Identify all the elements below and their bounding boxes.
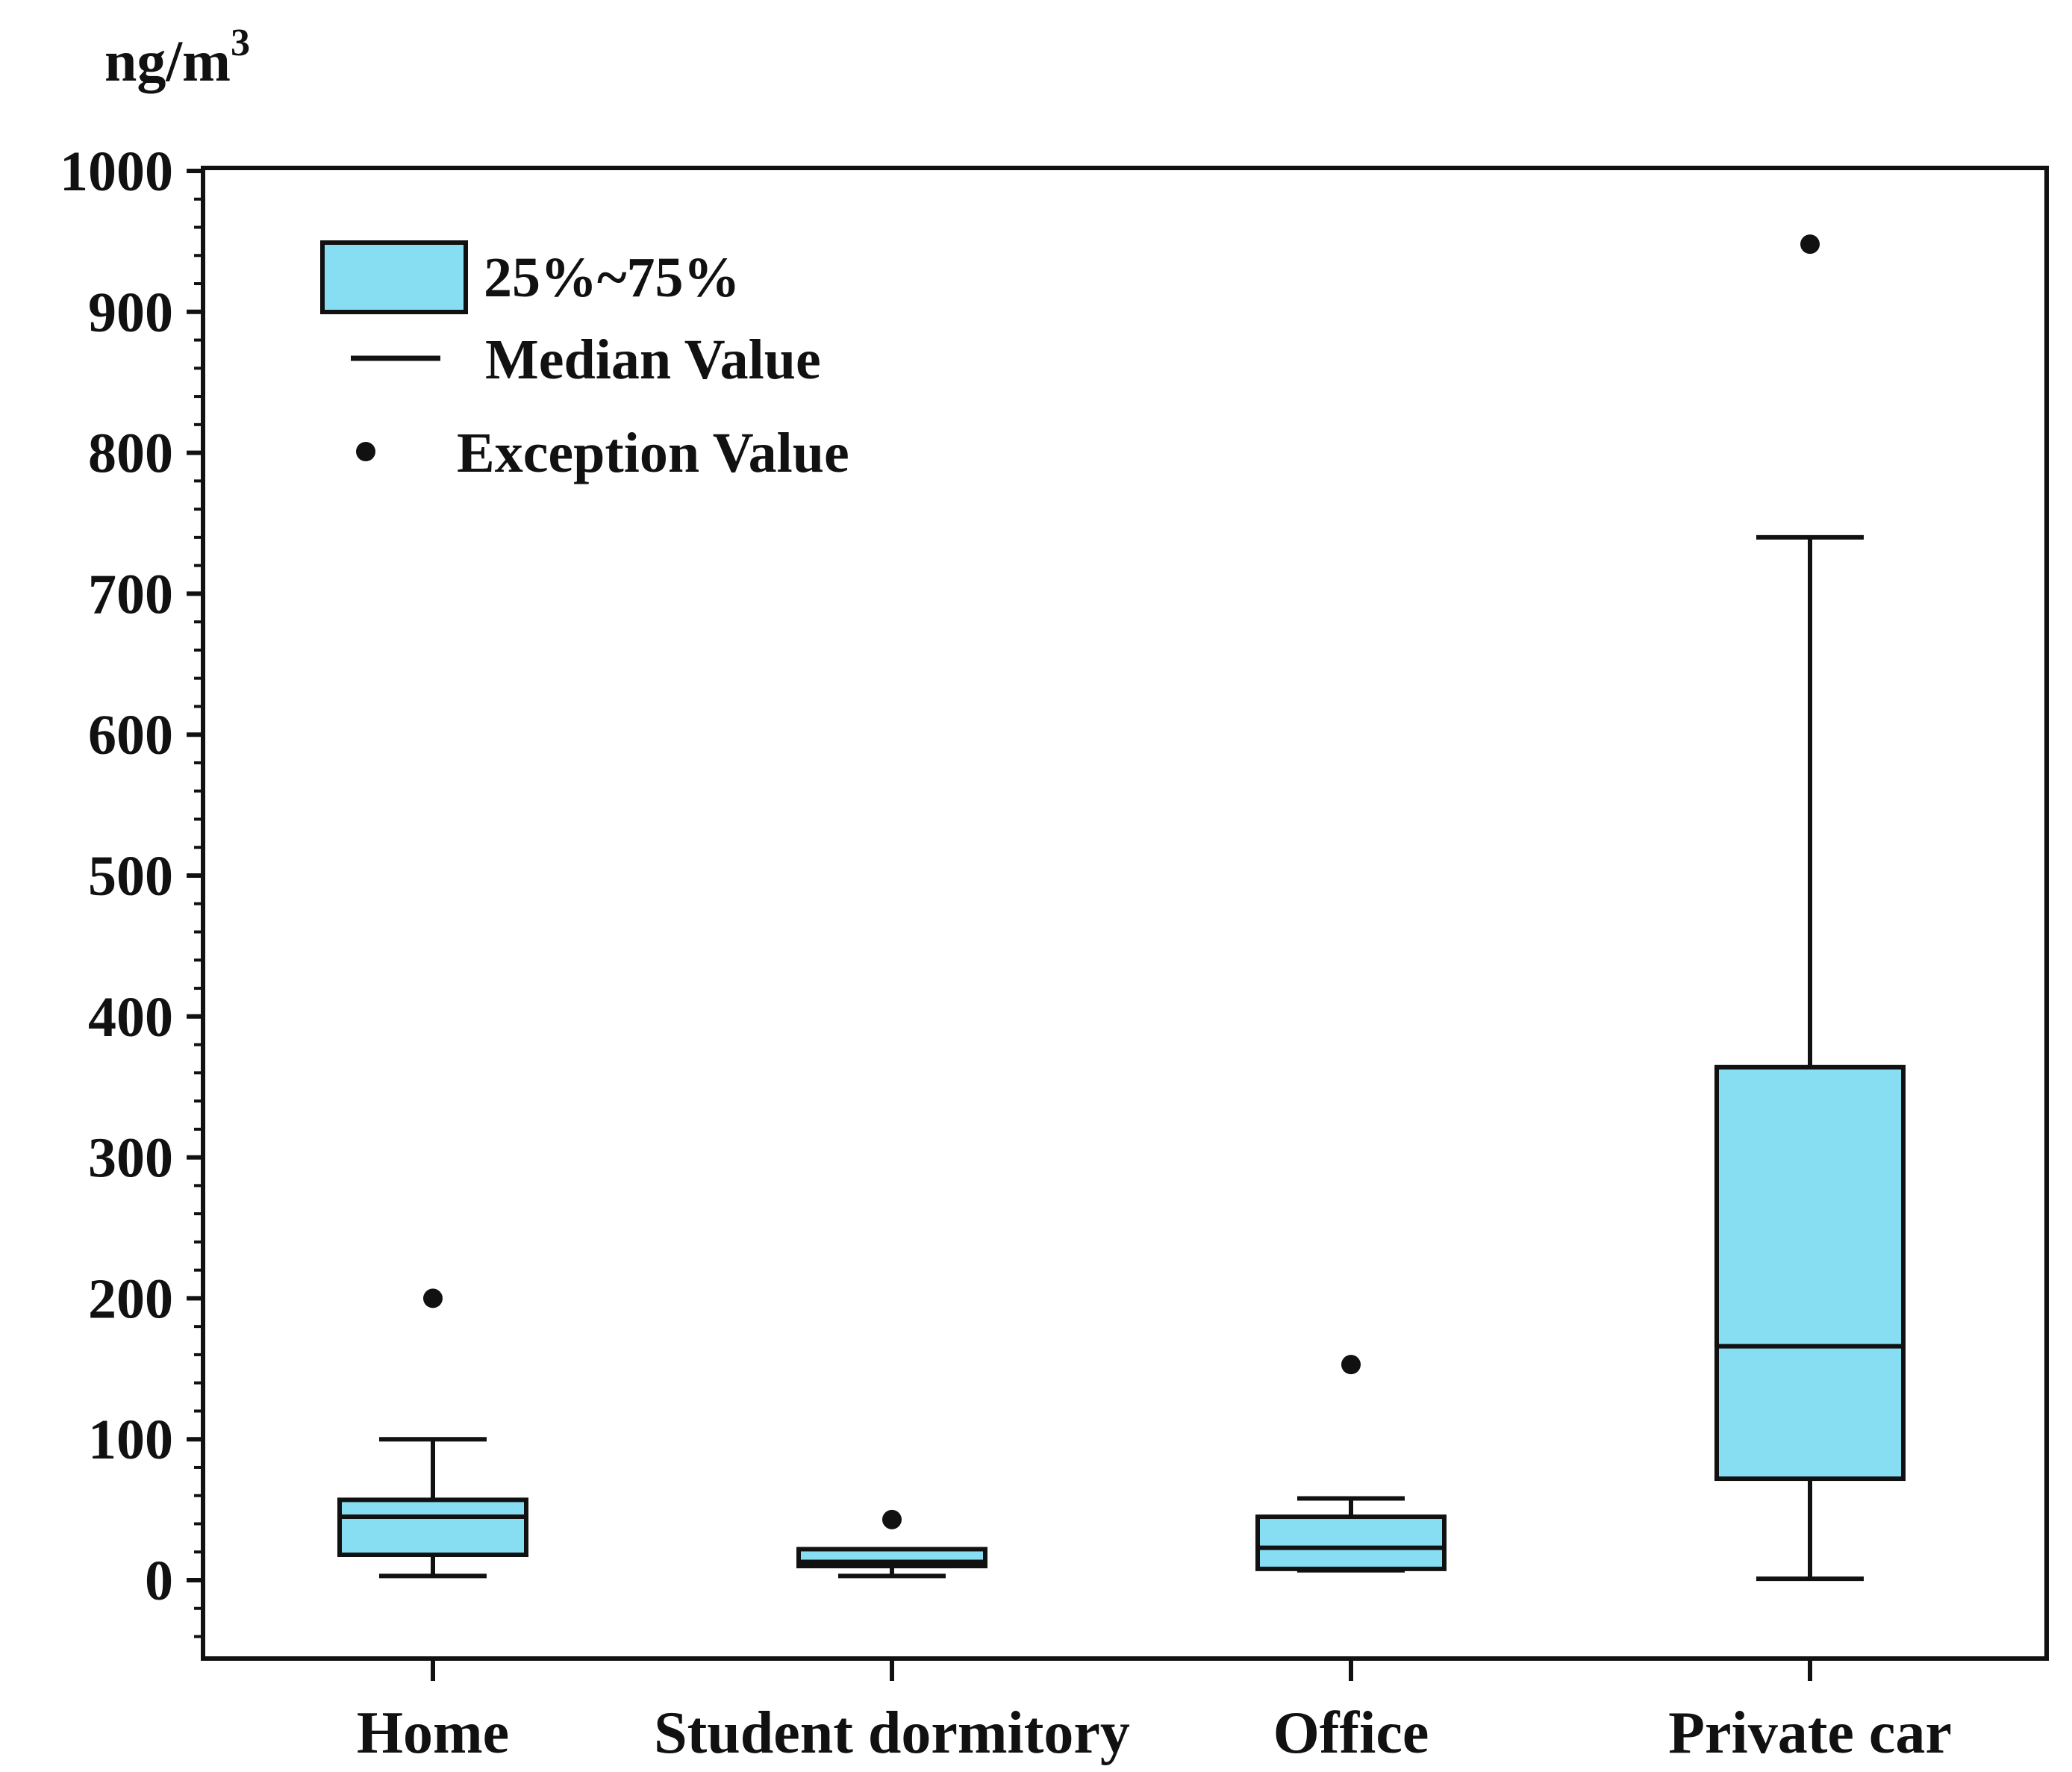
x-category-label: Private car [1668,1700,1952,1766]
outlier-point [1341,1355,1361,1375]
x-category-label: Student dormitory [654,1700,1130,1766]
y-tick-label: 700 [88,563,173,625]
x-category-label: Home [357,1700,509,1766]
legend-box-swatch [320,240,468,314]
plot-frame [201,166,2049,1661]
y-tick-label: 200 [88,1267,173,1330]
box-private-car [1714,234,1906,1582]
box-office [1255,1355,1447,1573]
box-student-dormitory [796,1509,987,1579]
box-home [337,1288,528,1579]
outlier-point [1800,234,1820,255]
legend-label: 25%~75% [484,246,740,309]
y-tick-label: 500 [88,845,173,908]
outlier-point [423,1288,443,1308]
x-category-label: Office [1273,1700,1429,1766]
boxes-group [337,234,1906,1582]
y-tick-label: 1000 [60,140,173,203]
legend: 25%~75% Median Value Exception Value [320,240,849,484]
y-tick-label: 300 [88,1127,173,1190]
y-tick-label: 600 [88,704,173,767]
y-tick-label: 900 [88,281,173,344]
axes-group: 0 100 200 300 400 500 600 700 800 900 1000 Home Stud… [60,140,2049,1766]
y-unit-label: ng/m3 [104,22,250,93]
legend-label: Exception Value [457,422,849,484]
outlier-point [882,1509,902,1529]
iqr-box [1255,1514,1447,1571]
legend-label: Median Value [485,328,821,391]
y-unit-text: ng/m [104,28,231,93]
legend-outlier-swatch [356,442,375,461]
y-tick-label: 100 [88,1408,173,1471]
iqr-box [337,1497,528,1558]
y-tick-label: 800 [88,422,173,485]
y-tick-label: 0 [145,1550,173,1612]
iqr-box [1714,1064,1906,1482]
y-tick-label: 400 [88,986,173,1049]
y-unit-superscript: 3 [231,22,250,64]
